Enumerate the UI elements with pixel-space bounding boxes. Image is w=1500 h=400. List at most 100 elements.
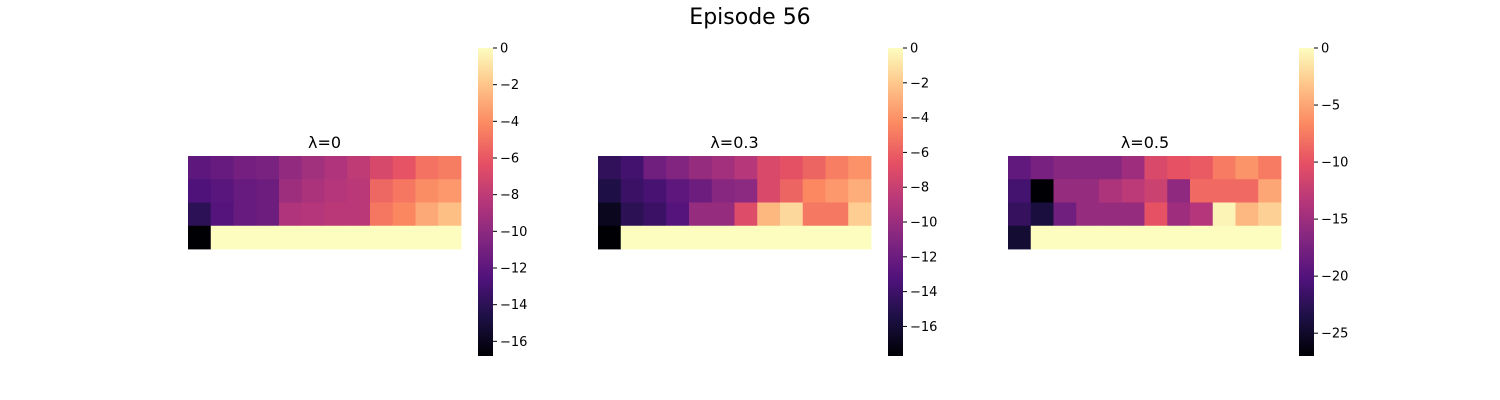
heatmap-cell-r3-c11: [1258, 225, 1282, 250]
heatmap-cell-r1-c3: [1076, 179, 1100, 203]
heatmap-cell-r1-c6: [734, 179, 758, 203]
heatmap-cell-r3-c0: [1008, 225, 1032, 250]
heatmap-cell-r0-c9: [1212, 156, 1236, 180]
heatmap-cell-r2-c6: [734, 202, 758, 227]
heatmap-cell-r0-c6: [324, 156, 348, 180]
heatmap-cell-r1-c11: [848, 179, 872, 203]
heatmap-cell-r3-c9: [802, 225, 826, 250]
heatmap-cell-r0-c2: [1053, 156, 1077, 180]
heatmap-cell-r3-c4: [689, 225, 713, 250]
heatmap-cell-r3-c2: [643, 225, 667, 250]
heatmap-cell-r2-c11: [1258, 202, 1282, 227]
heatmap-cell-r2-c11: [848, 202, 872, 227]
heatmap-cell-r0-c2: [233, 156, 257, 180]
heatmap-cell-r1-c2: [233, 179, 257, 203]
colorbar-tick-label: −14: [500, 298, 527, 313]
colorbar-tick-label: −20: [1321, 270, 1348, 285]
heatmap-cell-r3-c3: [1076, 225, 1100, 250]
heatmap-cell-r2-c0: [598, 202, 622, 227]
heatmap-cell-r3-c1: [620, 225, 644, 250]
heatmap-cell-r3-c2: [233, 225, 257, 250]
figure-title: Episode 56: [689, 5, 810, 30]
colorbar-tick-label: −25: [1321, 327, 1348, 342]
heatmap-cell-r2-c1: [1030, 202, 1054, 227]
colorbar-tick-label: −2: [910, 76, 929, 91]
colorbar-gradient: [888, 48, 903, 356]
heatmap-cell-r0-c10: [1235, 156, 1259, 180]
heatmap-cell-r0-c4: [279, 156, 303, 180]
heatmap-panel-lambda-0.5: λ=0.5 0 −5 −10 −15 −20 −25: [1008, 42, 1348, 356]
heatmap-cell-r0-c5: [1121, 156, 1145, 180]
heatmap-cell-r0-c5: [711, 156, 735, 180]
heatmap-cell-r3-c10: [415, 225, 439, 250]
heatmap-cell-r0-c1: [620, 156, 644, 180]
heatmap-cell-r0-c6: [734, 156, 758, 180]
heatmap-cell-r2-c10: [415, 202, 439, 227]
heatmap-cell-r1-c10: [1235, 179, 1259, 203]
heatmap-cell-r1-c3: [256, 179, 280, 203]
heatmap-cell-r2-c1: [210, 202, 234, 227]
heatmap-cell-r1-c6: [1144, 179, 1168, 203]
heatmap-cell-r3-c11: [848, 225, 872, 250]
colorbar-tick-label: −15: [1321, 213, 1348, 228]
heatmap-cell-r1-c4: [1099, 179, 1123, 203]
colorbar: 0 −2 −4 −6 −8 −10 −12 −14 −16: [888, 42, 937, 356]
colorbar-tick-label: 0: [500, 42, 508, 57]
heatmap-cells: [1008, 156, 1282, 250]
heatmap-cell-r3-c0: [188, 225, 212, 250]
heatmap-panel-lambda-0.3: λ=0.3 0 −2 −4 −6 −8 −10 −12 −14 −16: [598, 42, 937, 356]
heatmap-cell-r0-c7: [757, 156, 781, 180]
heatmap-cell-r3-c0: [598, 225, 622, 250]
heatmap-cell-r0-c3: [1076, 156, 1100, 180]
colorbar-tick-label: −6: [500, 152, 519, 167]
heatmap-cell-r1-c5: [301, 179, 325, 203]
heatmap-cell-r3-c5: [1121, 225, 1145, 250]
heatmap-cell-r3-c8: [780, 225, 804, 250]
heatmap-cell-r0-c6: [1144, 156, 1168, 180]
heatmap-cell-r1-c8: [370, 179, 394, 203]
heatmap-cell-r1-c7: [347, 179, 371, 203]
heatmap-cell-r1-c1: [210, 179, 234, 203]
colorbar-tick-label: −12: [910, 250, 937, 265]
heatmap-cell-r1-c6: [324, 179, 348, 203]
heatmap-cell-r0-c4: [1099, 156, 1123, 180]
heatmap-cell-r3-c1: [1030, 225, 1054, 250]
heatmap-cell-r0-c4: [689, 156, 713, 180]
heatmap-cell-r2-c10: [1235, 202, 1259, 227]
heatmap-cell-r1-c2: [1053, 179, 1077, 203]
heatmap-cell-r2-c8: [780, 202, 804, 227]
heatmap-cell-r0-c3: [666, 156, 690, 180]
heatmap-cell-r2-c1: [620, 202, 644, 227]
panel-title: λ=0.5: [1121, 133, 1169, 152]
colorbar-tick-label: −4: [910, 111, 929, 126]
heatmap-cell-r1-c4: [279, 179, 303, 203]
colorbar-tick-label: 0: [1321, 42, 1329, 57]
heatmap-cell-r0-c1: [1030, 156, 1054, 180]
heatmap-cell-r2-c9: [392, 202, 416, 227]
heatmap-cell-r2-c8: [1190, 202, 1214, 227]
heatmap-cell-r2-c5: [301, 202, 325, 227]
heatmap-cell-r2-c9: [1212, 202, 1236, 227]
heatmap-cell-r1-c10: [415, 179, 439, 203]
heatmap-cell-r0-c11: [848, 156, 872, 180]
heatmap-cell-r1-c5: [1121, 179, 1145, 203]
heatmap-cell-r1-c0: [598, 179, 622, 203]
heatmap-cell-r1-c3: [666, 179, 690, 203]
heatmap-cell-r0-c11: [1258, 156, 1282, 180]
heatmap-cell-r1-c9: [802, 179, 826, 203]
heatmap-cell-r3-c8: [370, 225, 394, 250]
heatmap-cell-r1-c4: [689, 179, 713, 203]
heatmap-cell-r3-c11: [438, 225, 462, 250]
heatmap-cell-r0-c8: [1190, 156, 1214, 180]
colorbar-tick-label: −4: [500, 115, 519, 130]
heatmap-cell-r3-c7: [1167, 225, 1191, 250]
heatmap-cell-r3-c4: [1099, 225, 1123, 250]
heatmap-cell-r2-c4: [689, 202, 713, 227]
heatmap-cell-r0-c8: [780, 156, 804, 180]
panel-title: λ=0.3: [710, 133, 758, 152]
colorbar-tick-label: −14: [910, 285, 937, 300]
heatmap-cell-r1-c8: [1190, 179, 1214, 203]
heatmap-cell-r0-c7: [1167, 156, 1191, 180]
heatmap-cell-r0-c0: [188, 156, 212, 180]
